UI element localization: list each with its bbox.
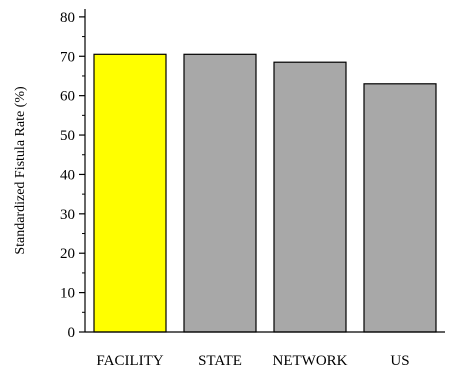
y-tick-label-40: 40	[60, 167, 75, 183]
x-axis-labels: FACILITY STATE NETWORK US	[96, 353, 409, 369]
y-tick-label-70: 70	[60, 49, 75, 65]
bar-facility	[93, 53, 167, 333]
y-tick-label-80: 80	[60, 10, 75, 26]
bar-network	[273, 61, 347, 333]
y-axis: 0 10 20 30 40 50 60 70 80	[60, 9, 445, 341]
bars-group	[93, 53, 437, 333]
y-tick-label-50: 50	[60, 128, 75, 144]
y-axis-title: Standardized Fistula Rate (%)	[13, 86, 28, 255]
y-tick-label-0: 0	[68, 325, 76, 341]
bar-us	[363, 83, 437, 333]
x-tick-label-network: NETWORK	[273, 353, 348, 369]
y-tick-label-30: 30	[60, 207, 75, 223]
x-tick-label-us: US	[390, 353, 409, 369]
y-tick-label-20: 20	[60, 246, 75, 262]
y-tick-label-10: 10	[60, 286, 75, 302]
y-tick-label-60: 60	[60, 89, 75, 105]
x-tick-label-facility: FACILITY	[96, 353, 163, 369]
bar-state	[183, 53, 257, 333]
x-tick-label-state: STATE	[198, 353, 242, 369]
